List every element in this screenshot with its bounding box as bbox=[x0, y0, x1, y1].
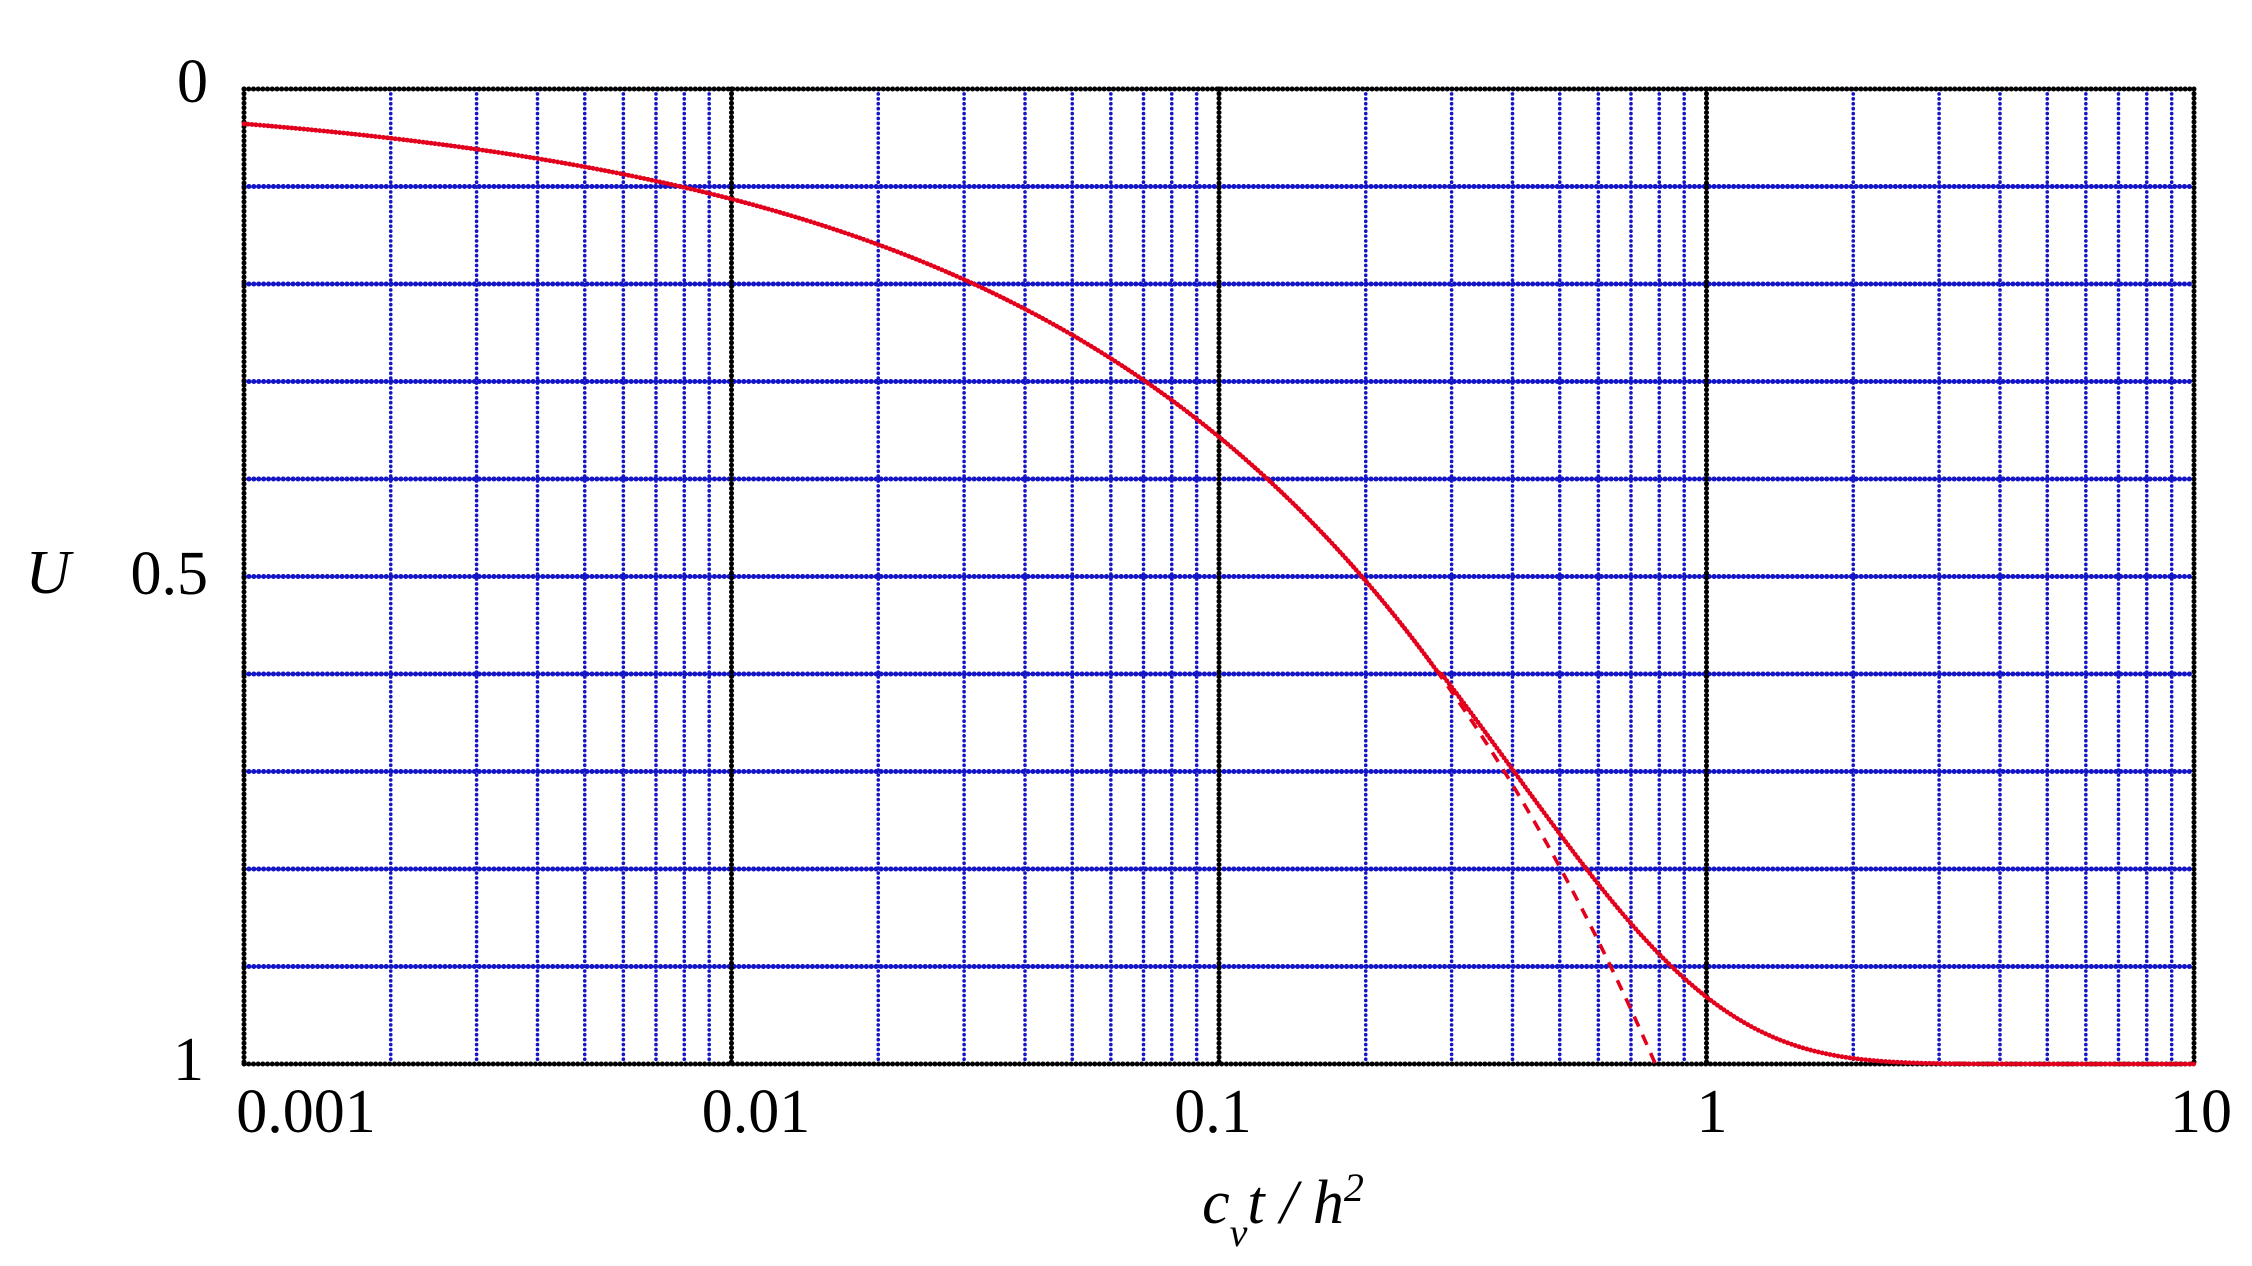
svg-text:10: 10 bbox=[2170, 1078, 2232, 1146]
svg-text:0: 0 bbox=[177, 48, 208, 116]
svg-text:1: 1 bbox=[173, 1026, 204, 1094]
svg-text:0.1: 0.1 bbox=[1174, 1078, 1252, 1146]
svg-text:0.01: 0.01 bbox=[702, 1078, 811, 1146]
svg-text:U: U bbox=[26, 539, 75, 607]
svg-text:1: 1 bbox=[1697, 1078, 1728, 1146]
svg-text:0.001: 0.001 bbox=[236, 1078, 376, 1146]
svg-text:0.5: 0.5 bbox=[131, 540, 209, 608]
